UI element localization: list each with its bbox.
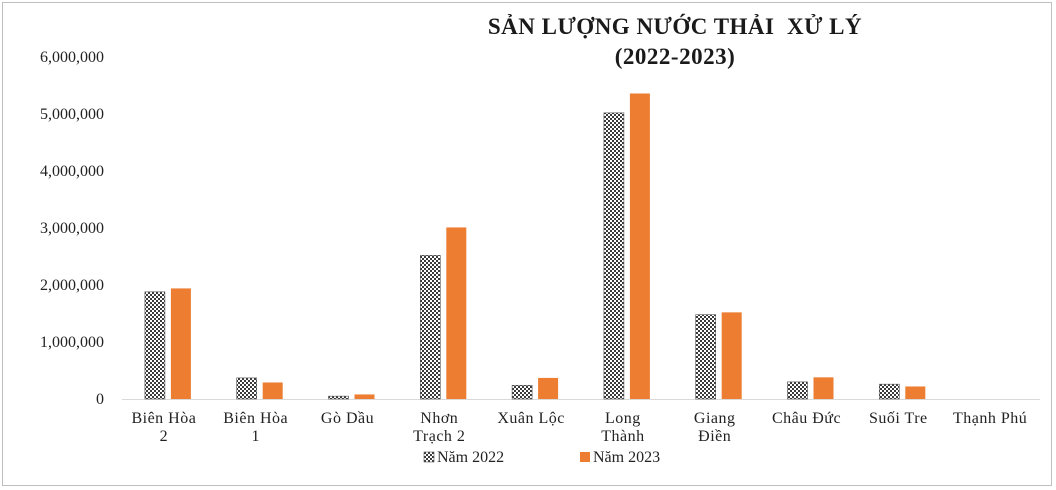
legend-swatch-2022 [423,451,435,463]
x-category-label: Điền [698,428,731,445]
x-category-label: 2 [160,428,169,445]
bar-2023 [721,312,742,399]
x-category-label: Giang [694,410,736,427]
x-category-label: Thạnh Phú [953,410,1027,427]
bar-2022 [695,314,717,400]
bar-2022 [603,112,625,400]
bar-2022 [328,395,349,400]
bar-2023 [629,93,650,399]
bar-2023 [446,227,467,399]
x-category-label: Xuân Lộc [497,410,565,427]
x-category-label: Trạch 2 [413,428,465,445]
x-category-label: Suối Tre [869,410,928,427]
bar-2023 [538,377,559,399]
y-tick-label: 0 [96,391,104,408]
legend-swatch-2023 [580,452,590,462]
y-tick-label: 2,000,000 [40,277,104,294]
legend-label-2023: Năm 2023 [593,449,660,466]
x-category-label: Biên Hòa [131,410,196,427]
bar-2023 [262,382,283,399]
bar-2022 [419,255,441,400]
y-tick-label: 5,000,000 [40,106,104,123]
bars [144,93,926,400]
bar-2023 [905,386,926,399]
x-category-label: Nhơn [420,410,458,427]
bar-2023 [813,377,834,399]
x-category-label: Châu Đức [772,410,841,427]
x-category-label: Thành [601,428,644,445]
legend: Năm 2022 Năm 2023 [423,449,660,466]
x-category-label: 1 [251,428,260,445]
bar-2022 [236,377,257,400]
x-category-label: Gò Dầu [321,410,374,427]
bar-2022 [878,383,900,400]
y-tick-label: 6,000,000 [40,49,104,66]
y-tick-label: 1,000,000 [40,334,104,351]
bar-2023 [170,288,191,399]
legend-label-2022: Năm 2022 [437,449,504,466]
bar-2022 [511,385,533,400]
x-category-label: Biên Hòa [223,410,288,427]
y-tick-label: 4,000,000 [40,163,104,180]
y-axis: 0 1,000,000 2,000,000 3,000,000 4,000,000 5,0… [40,49,104,408]
x-category-label: Long [605,410,641,427]
bar-2023 [354,394,375,399]
y-tick-label: 3,000,000 [40,220,104,237]
bar-2022 [144,291,166,400]
bar-2022 [787,381,808,400]
